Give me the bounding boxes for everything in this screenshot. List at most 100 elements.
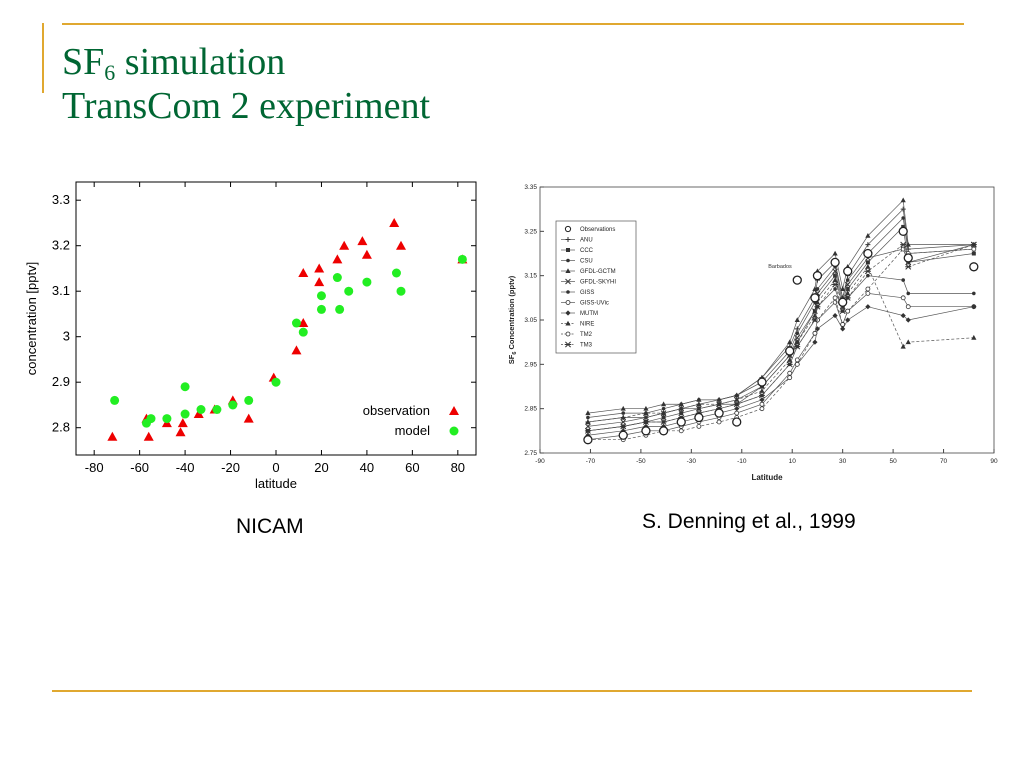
series-point-nire xyxy=(832,277,838,283)
series-point-nire xyxy=(585,419,591,424)
y-tick-label: 3.15 xyxy=(524,273,537,280)
x-tick-label: 90 xyxy=(990,458,998,465)
legend-label-gfdl-gctm: GFDL-GCTM xyxy=(580,269,616,275)
series-point-gfdl-gctm xyxy=(643,405,649,411)
x-tick-label: 50 xyxy=(889,458,897,465)
legend-marker-tm2 xyxy=(565,331,571,337)
observation-point xyxy=(969,262,979,272)
model-point xyxy=(457,254,467,264)
series-point-tm2 xyxy=(812,330,818,336)
model-point xyxy=(391,268,401,278)
series-point-nire xyxy=(845,290,851,296)
series-point-tm3 xyxy=(733,401,740,408)
observation-point xyxy=(177,418,188,428)
series-point-gfdl-gctm xyxy=(840,286,846,291)
legend-marker-anu xyxy=(565,237,571,242)
legend-marker-giss xyxy=(566,290,570,294)
x-tick-label: 20 xyxy=(314,460,328,475)
series-point-nire xyxy=(759,388,765,393)
series-point-tm2 xyxy=(865,286,871,292)
observation-point xyxy=(193,409,204,419)
series-point-nire xyxy=(643,410,649,416)
legend-label-giss: GISS xyxy=(580,290,594,296)
series-point-gfdl-gctm xyxy=(696,397,702,402)
series-point-tm2 xyxy=(845,308,851,314)
observation-point xyxy=(898,226,908,236)
top-rule xyxy=(62,23,964,25)
x-tick-label: 10 xyxy=(789,458,797,465)
series-point-ccc xyxy=(833,273,838,278)
series-point-nire xyxy=(716,401,722,407)
legend-marker-gfdl-skyhi xyxy=(565,278,571,285)
series-point-mutm xyxy=(734,406,740,412)
observation-point xyxy=(863,248,873,259)
x-tick-label: -30 xyxy=(687,458,697,465)
series-point-tm2 xyxy=(759,406,765,412)
series-point-nire xyxy=(905,339,911,345)
series-point-mutm xyxy=(812,339,818,345)
x-tick-label: -50 xyxy=(636,458,646,465)
observation-point xyxy=(143,431,154,441)
series-point-nire xyxy=(696,401,702,407)
series-point-gfdl-gctm xyxy=(620,405,626,411)
series-point-tm2 xyxy=(900,246,906,252)
series-point-tm3 xyxy=(814,303,821,310)
series-point-giss-uvic xyxy=(865,291,871,296)
legend-marker-mutm xyxy=(565,310,571,316)
series-point-gfdl-gctm xyxy=(832,250,838,256)
series-point-gfdl-gctm xyxy=(812,286,818,291)
caption-denning: S. Denning et al., 1999 xyxy=(642,510,856,533)
series-point-gfdl-skyhi xyxy=(585,423,591,430)
x-tick-label: 80 xyxy=(451,460,465,475)
series-point-mutm xyxy=(759,397,765,403)
series-point-nire xyxy=(787,357,793,362)
series-line-gfdl-gctm xyxy=(587,199,974,414)
model-point xyxy=(316,304,326,314)
model-point xyxy=(332,273,342,283)
series-point-csu xyxy=(586,415,590,420)
series-point-mutm xyxy=(840,326,846,332)
series-point-tm3 xyxy=(620,423,627,430)
series-point-gfdl-skyhi xyxy=(643,414,649,421)
observation-point xyxy=(583,435,593,445)
series-point-nire xyxy=(971,334,977,340)
model-point xyxy=(396,286,406,296)
series-point-anu xyxy=(900,206,906,212)
series-point-giss xyxy=(906,291,911,296)
observation-point xyxy=(175,427,186,437)
model-point xyxy=(344,286,354,296)
y-tick-label: 2.95 xyxy=(524,361,537,368)
barbados-annotation: Barbados xyxy=(768,264,792,270)
series-point-giss-uvic xyxy=(900,295,906,301)
x-tick-label: 40 xyxy=(360,460,374,475)
y-tick-label: 3.35 xyxy=(524,184,537,191)
series-point-giss xyxy=(972,291,976,296)
legend-marker-nire xyxy=(565,320,571,326)
series-point-nire xyxy=(678,405,684,411)
series-point-ccc xyxy=(971,251,976,256)
series-point-ccc xyxy=(865,260,870,265)
observation-point xyxy=(694,412,704,423)
x-axis-label: Latitude xyxy=(751,473,783,482)
series-point-tm2 xyxy=(696,423,702,429)
observation-point xyxy=(361,249,372,259)
observation-point xyxy=(314,263,325,273)
series-point-gfdl-gctm xyxy=(865,232,871,238)
y-tick-label: 3.1 xyxy=(52,283,70,298)
series-point-ccc xyxy=(845,286,850,291)
series-point-csu xyxy=(661,406,666,411)
legend-label-tm3: TM3 xyxy=(580,343,593,349)
series-point-nire xyxy=(865,264,871,269)
observation-point xyxy=(618,430,628,440)
series-point-gfdl-skyhi xyxy=(620,419,627,425)
series-point-tm3 xyxy=(864,268,871,275)
series-point-giss-uvic xyxy=(759,401,765,407)
y-tick-label: 3.05 xyxy=(524,317,537,324)
left-accent-bar xyxy=(42,23,44,93)
legend-label-anu: ANU xyxy=(580,238,593,244)
series-point-tm2 xyxy=(794,361,800,367)
observation-point xyxy=(291,345,302,355)
model-point xyxy=(212,405,222,414)
series-point-mutm xyxy=(905,317,911,323)
series-point-nire xyxy=(660,410,667,416)
